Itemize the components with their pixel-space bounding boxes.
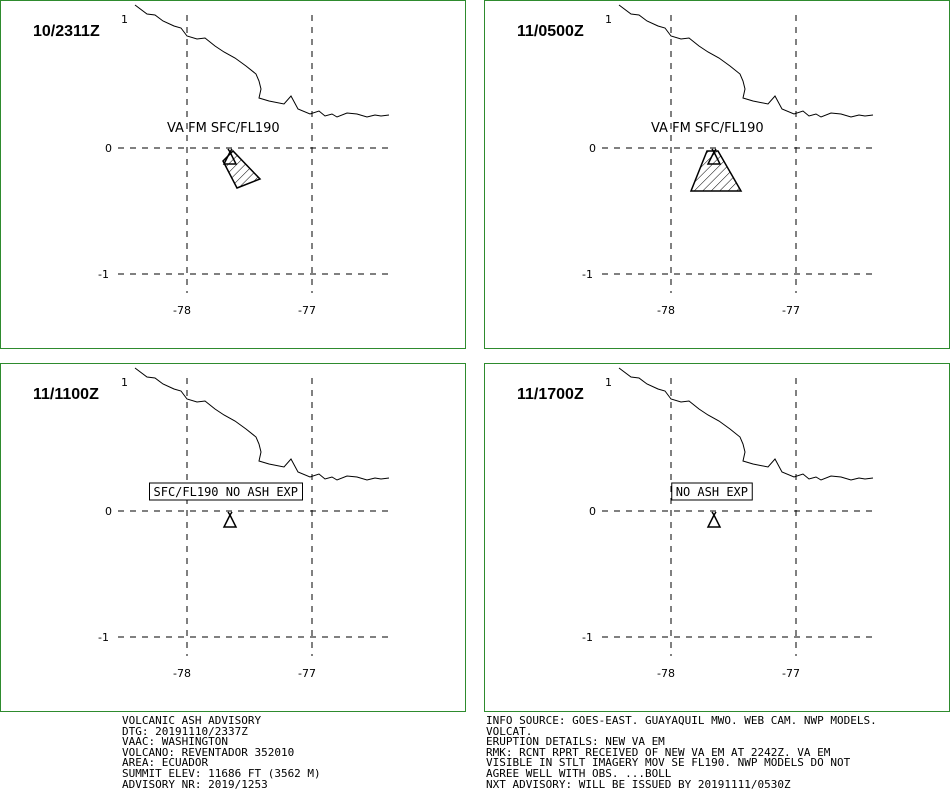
longitude-tick-label: -78 — [173, 667, 191, 680]
longitude-tick-label: -77 — [298, 304, 316, 317]
ash-forecast-label: SFC/FL190 NO ASH EXP — [154, 485, 299, 499]
longitude-tick-label: -78 — [657, 667, 675, 680]
latitude-tick-label: -1 — [98, 268, 109, 281]
panel-marker: 1 — [121, 376, 128, 389]
panel-marker: 1 — [605, 13, 612, 26]
map-canvas: 0 -1 -78 -77 10/2311Z 1 VA FM SFC/FL190 — [33, 4, 391, 317]
advisory-remarks-line: RMK: RCNT RPRT RECEIVED OF NEW VA EM AT … — [486, 745, 831, 759]
advisory-header-line: VOLCANIC ASH ADVISORY — [122, 714, 262, 727]
coastline — [134, 367, 390, 481]
advisory-remarks-line: AGREE WELL WITH OBS. ...BOLL — [486, 766, 672, 780]
valid-time-label: 11/1100Z — [33, 386, 99, 403]
valid-time-label: 11/0500Z — [517, 23, 584, 40]
coastline — [618, 367, 874, 481]
ash-cloud-polygon — [222, 149, 262, 189]
advisory-remarks-line: VOLCAT. — [486, 724, 533, 738]
panel-marker: 1 — [121, 13, 128, 26]
coastline — [618, 4, 874, 118]
forecast-panel-2: 0 -1 -78 -77 11/0500Z 1 VA FM SFC/FL190 — [484, 0, 950, 349]
advisory-header-line: SUMMIT ELEV: 11686 FT (3562 M) — [122, 766, 321, 780]
advisory-remarks-line: INFO SOURCE: GOES-EAST. GUAYAQUIL MWO. W… — [486, 714, 877, 727]
volcano-icon — [706, 513, 722, 528]
advisory-remarks-text: INFO SOURCE: GOES-EAST. GUAYAQUIL MWO. W… — [486, 714, 877, 791]
label-box — [671, 482, 753, 501]
map-canvas: 0 -1 -78 -77 11/1700Z 1 NO ASH EXP — [517, 367, 875, 680]
latitude-tick-label: -1 — [98, 631, 109, 644]
advisory-remarks-line: VISIBLE IN STLT IMAGERY MOV SE FL190. NW… — [486, 756, 851, 770]
ash-forecast-label: NO ASH EXP — [676, 485, 748, 499]
ash-forecast-label: VA FM SFC/FL190 — [651, 121, 764, 136]
forecast-panel-1: 0 -1 -78 -77 10/2311Z 1 VA FM SFC/FL190 — [0, 0, 466, 349]
label-box — [149, 482, 303, 501]
latitude-tick-label: -1 — [582, 631, 593, 644]
longitude-tick-label: -78 — [657, 304, 675, 317]
advisory-header-line: VAAC: WASHINGTON — [122, 735, 228, 749]
longitude-tick-label: -77 — [298, 667, 316, 680]
valid-time-label: 11/1700Z — [517, 386, 584, 403]
valid-time-label: 10/2311Z — [33, 23, 100, 40]
volcano-icon — [222, 513, 238, 528]
longitude-tick-label: -77 — [782, 667, 800, 680]
panel-marker: 1 — [605, 376, 612, 389]
map-canvas: 0 -1 -78 -77 11/1100Z 1 SFC/FL190 NO ASH EXP — [33, 367, 391, 680]
latitude-tick-label: 0 — [589, 505, 596, 518]
latitude-tick-label: -1 — [582, 268, 593, 281]
advisory-header-line: DTG: 20191110/2337Z — [122, 724, 248, 738]
advisory-header-line: VOLCANO: REVENTADOR 352010 — [122, 745, 295, 759]
advisory-remarks-line: ERUPTION DETAILS: NEW VA EM — [486, 735, 665, 749]
forecast-panel-4: 0 -1 -78 -77 11/1700Z 1 NO ASH EXP — [484, 363, 950, 712]
ash-forecast-label: VA FM SFC/FL190 — [167, 121, 280, 136]
latitude-tick-label: 0 — [105, 505, 112, 518]
advisory-header-line: AREA: ECUADOR — [122, 756, 209, 770]
advisory-header-text: VOLCANIC ASH ADVISORY DTG: 20191110/2337Z… — [122, 714, 321, 791]
advisory-header-line: ADVISORY NR: 2019/1253 — [122, 777, 268, 791]
advisory-remarks-line: NXT ADVISORY: WILL BE ISSUED BY 20191111… — [486, 777, 791, 791]
map-canvas: 0 -1 -78 -77 11/0500Z 1 VA FM SFC/FL190 — [517, 4, 875, 317]
ash-cloud-polygon — [689, 150, 743, 192]
forecast-panel-3: 0 -1 -78 -77 11/1100Z 1 SFC/FL190 NO ASH EXP — [0, 363, 466, 712]
coastline — [134, 4, 390, 118]
longitude-tick-label: -77 — [782, 304, 800, 317]
latitude-tick-label: 0 — [589, 142, 596, 155]
longitude-tick-label: -78 — [173, 304, 191, 317]
latitude-tick-label: 0 — [105, 142, 112, 155]
